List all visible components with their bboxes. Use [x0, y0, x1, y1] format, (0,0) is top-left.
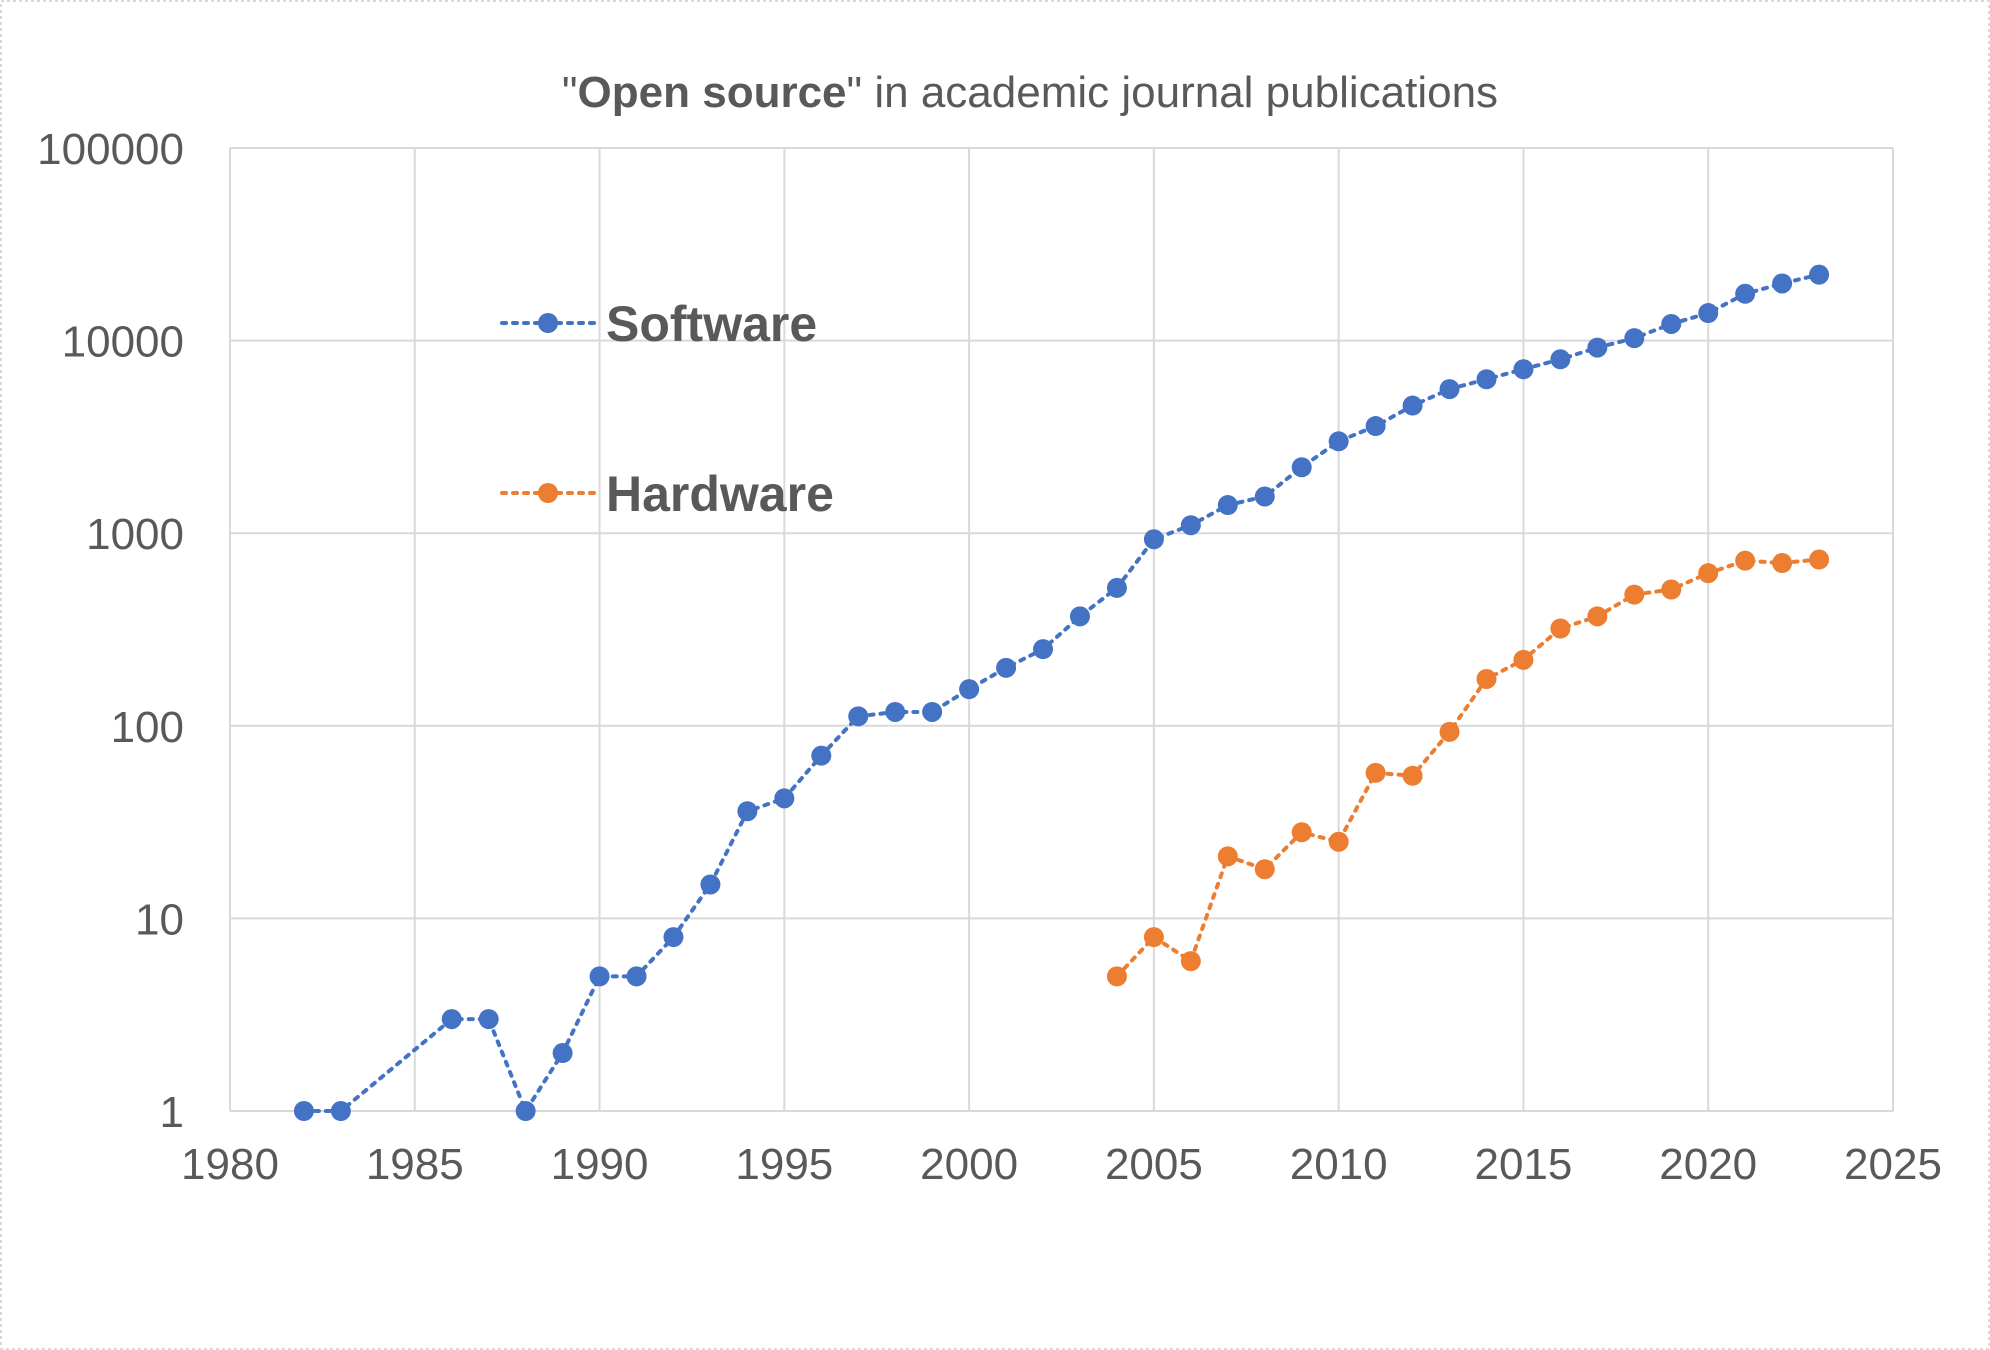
x-tick-label-1980: 1980 [181, 1140, 279, 1189]
data-point-hardware-2007 [1217, 846, 1238, 867]
y-tick-label-100: 100 [111, 703, 184, 752]
chart-title-open-quote: " [562, 68, 578, 117]
data-point-software-2016 [1550, 349, 1571, 370]
data-point-software-1998 [885, 701, 906, 722]
data-point-software-2019 [1661, 313, 1682, 334]
x-tick-label-2015: 2015 [1474, 1140, 1572, 1189]
data-point-software-2000 [959, 679, 980, 700]
data-point-hardware-2018 [1624, 584, 1645, 605]
data-point-software-2008 [1254, 486, 1275, 507]
legend-marker-software [538, 313, 558, 333]
data-point-software-1996 [811, 745, 832, 766]
series-software [293, 264, 1830, 1121]
data-point-software-2009 [1291, 457, 1312, 478]
data-point-hardware-2004 [1106, 966, 1127, 987]
data-point-software-2005 [1143, 529, 1164, 550]
series-line-software [301, 272, 1822, 1116]
x-tick-label-1995: 1995 [735, 1140, 833, 1189]
legend-item-hardware: Hardware [500, 466, 834, 522]
chart-title-bold: Open source [578, 68, 847, 117]
data-point-software-2004 [1106, 577, 1127, 598]
data-point-hardware-2009 [1291, 822, 1312, 843]
data-point-software-2011 [1365, 416, 1386, 437]
data-point-software-2003 [1069, 606, 1090, 627]
data-point-software-2015 [1513, 359, 1534, 380]
legend: Software Hardware [500, 296, 834, 522]
data-point-software-1994 [737, 801, 758, 822]
data-point-software-2002 [1033, 639, 1054, 660]
data-point-software-1995 [774, 788, 795, 809]
data-point-hardware-2005 [1143, 927, 1164, 948]
series-hardware [1106, 549, 1830, 987]
data-point-software-2012 [1402, 395, 1423, 416]
data-point-software-2018 [1624, 328, 1645, 349]
data-point-software-1988 [515, 1101, 536, 1121]
x-tick-label-2020: 2020 [1659, 1140, 1757, 1189]
data-point-software-1991 [626, 966, 647, 987]
data-point-software-2001 [996, 657, 1017, 678]
data-point-hardware-2014 [1476, 668, 1497, 689]
data-point-hardware-2011 [1365, 762, 1386, 783]
data-point-software-1997 [848, 706, 869, 727]
data-point-software-1983 [330, 1101, 351, 1121]
legend-label-hardware: Hardware [606, 466, 834, 522]
data-point-software-2014 [1476, 369, 1497, 390]
x-tick-label-2005: 2005 [1105, 1140, 1203, 1189]
y-tick-label-10: 10 [135, 895, 184, 944]
y-tick-label-1000: 1000 [86, 510, 184, 559]
legend-marker-hardware [538, 483, 558, 503]
legend-label-software: Software [606, 296, 817, 352]
data-point-hardware-2015 [1513, 649, 1534, 670]
data-point-software-1987 [478, 1009, 499, 1030]
y-tick-label-1: 1 [160, 1088, 184, 1137]
data-point-software-1993 [700, 874, 721, 895]
y-axis-tick-labels: 1 10 100 1000 10000 100000 [37, 125, 184, 1137]
data-point-software-2006 [1180, 515, 1201, 536]
data-point-hardware-2023 [1809, 549, 1830, 570]
chart-title: "Open source" in academic journal public… [562, 68, 1498, 117]
data-point-software-2020 [1698, 303, 1719, 324]
x-tick-label-2025: 2025 [1844, 1140, 1942, 1189]
data-point-software-1999 [922, 701, 943, 722]
data-point-software-2022 [1772, 273, 1793, 294]
data-point-hardware-2006 [1180, 951, 1201, 972]
y-tick-label-10000: 10000 [62, 318, 184, 367]
chart-title-rest: " in academic journal publications [847, 68, 1499, 117]
x-tick-label-2000: 2000 [920, 1140, 1018, 1189]
data-point-software-2021 [1735, 283, 1756, 304]
data-point-software-2023 [1809, 264, 1830, 285]
data-point-hardware-2021 [1735, 550, 1756, 571]
data-point-software-2010 [1328, 431, 1349, 452]
data-point-hardware-2020 [1698, 563, 1719, 584]
x-tick-label-2010: 2010 [1290, 1140, 1388, 1189]
data-point-hardware-2016 [1550, 618, 1571, 639]
legend-item-software: Software [500, 296, 817, 352]
data-point-hardware-2017 [1587, 606, 1608, 627]
data-point-hardware-2010 [1328, 831, 1349, 852]
data-point-software-2013 [1439, 379, 1460, 400]
x-tick-label-1985: 1985 [366, 1140, 464, 1189]
data-point-software-1982 [293, 1101, 314, 1121]
data-point-software-1990 [589, 966, 610, 987]
x-axis-tick-labels: 1980 1985 1990 1995 2000 2005 2010 2015 2020 2025 [181, 1140, 1942, 1189]
data-point-software-1992 [663, 927, 684, 948]
data-point-software-2007 [1217, 495, 1238, 516]
data-point-hardware-2013 [1439, 721, 1460, 742]
series-layer [293, 264, 1830, 1121]
y-tick-label-100000: 100000 [37, 125, 184, 174]
data-point-hardware-2008 [1254, 859, 1275, 880]
data-point-software-2017 [1587, 337, 1608, 358]
data-point-hardware-2012 [1402, 765, 1423, 786]
data-point-hardware-2022 [1772, 553, 1793, 574]
data-point-hardware-2019 [1661, 579, 1682, 600]
data-point-software-1989 [552, 1043, 573, 1064]
x-tick-label-1990: 1990 [551, 1140, 649, 1189]
data-point-software-1986 [441, 1009, 462, 1030]
